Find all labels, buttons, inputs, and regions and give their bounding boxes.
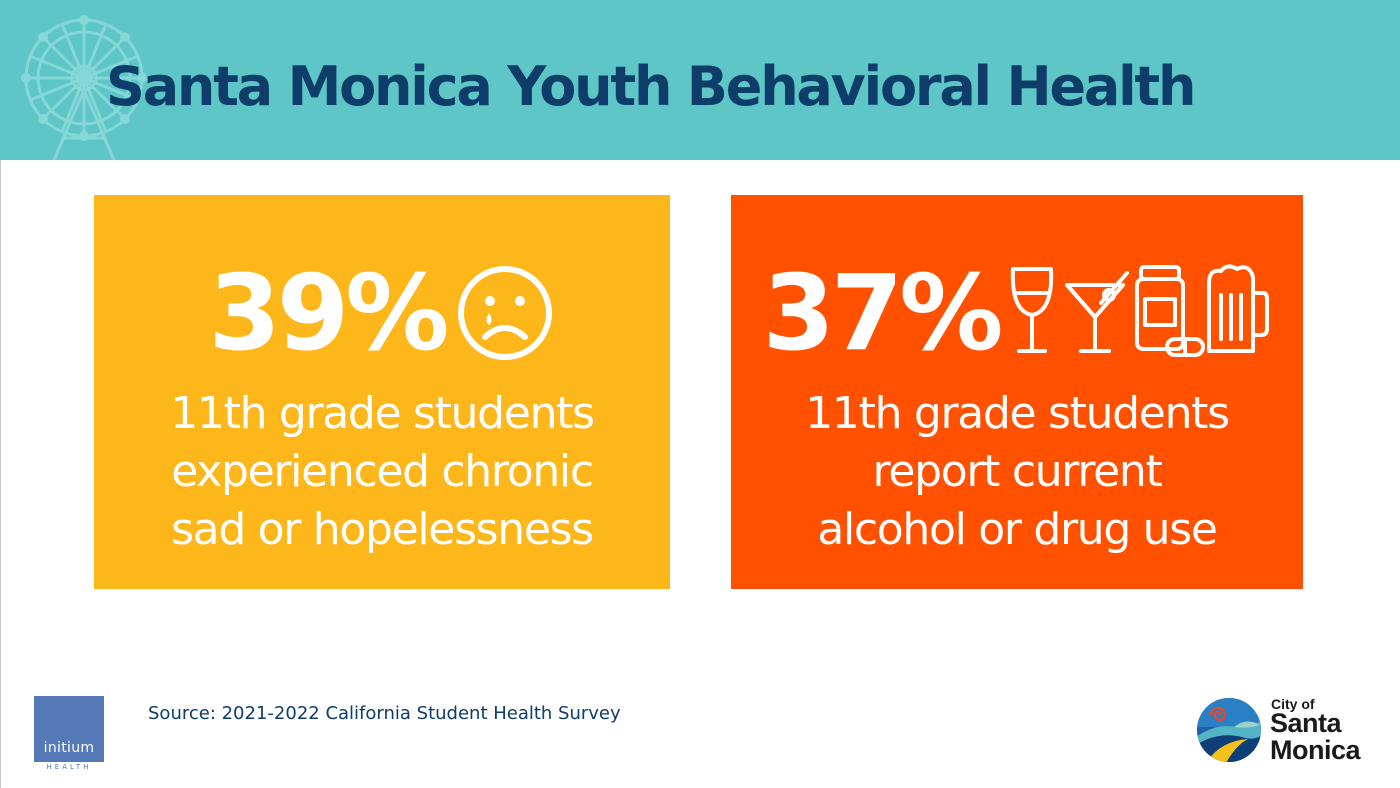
- sad-tear-face-icon: [458, 266, 553, 360]
- city-of-santa-monica-logo: City of Santa Monica: [1196, 696, 1386, 776]
- header-banner: Santa Monica Youth Behavioral Health: [0, 0, 1400, 160]
- stat-row-sadness: 39%: [94, 258, 670, 368]
- initium-health-logo: initium HEALTH: [34, 696, 104, 778]
- beer-mug-icon: [1207, 264, 1270, 353]
- description-line: report current: [872, 446, 1163, 497]
- substance-icons: [1011, 264, 1270, 357]
- source-citation: Source: 2021-2022 California Student Hea…: [148, 703, 621, 724]
- description-line: sad or hopelessness: [171, 504, 594, 555]
- city-name: Santa Monica: [1270, 710, 1386, 764]
- stat-row-substance-use: 37%: [731, 258, 1303, 368]
- description-line: experienced chronic: [171, 446, 594, 497]
- slide-edge-divider: [0, 160, 1, 788]
- initium-logo-subtitle: HEALTH: [46, 763, 92, 771]
- city-of-label: City of: [1271, 696, 1315, 712]
- stat-card-substance-use: [731, 195, 1303, 589]
- stat-card-sadness: [94, 195, 670, 589]
- city-name-line: Santa: [1270, 708, 1342, 738]
- stat-value-sadness: 39%: [208, 252, 450, 374]
- initium-logo-name: initium: [43, 740, 95, 756]
- page-title: Santa Monica Youth Behavioral Health: [106, 55, 1196, 118]
- description-line: alcohol or drug use: [817, 504, 1218, 555]
- city-seal-icon: [1197, 698, 1261, 762]
- city-name-line: Monica: [1270, 735, 1361, 765]
- stat-value-substance-use: 37%: [762, 252, 1004, 374]
- wine-glass-icon: [1011, 267, 1054, 353]
- ferris-wheel-icon: [21, 15, 147, 160]
- description-line: 11th grade students: [805, 388, 1230, 439]
- martini-glass-icon: [1065, 271, 1130, 353]
- stat-description-substance-use: 11th grade students report current alcoh…: [731, 385, 1303, 555]
- pill-bottle-icon: [1135, 265, 1206, 357]
- initium-logo-box: [34, 696, 104, 762]
- description-line: 11th grade students: [170, 388, 595, 439]
- stat-description-sadness: 11th grade students experienced chronic …: [94, 385, 670, 555]
